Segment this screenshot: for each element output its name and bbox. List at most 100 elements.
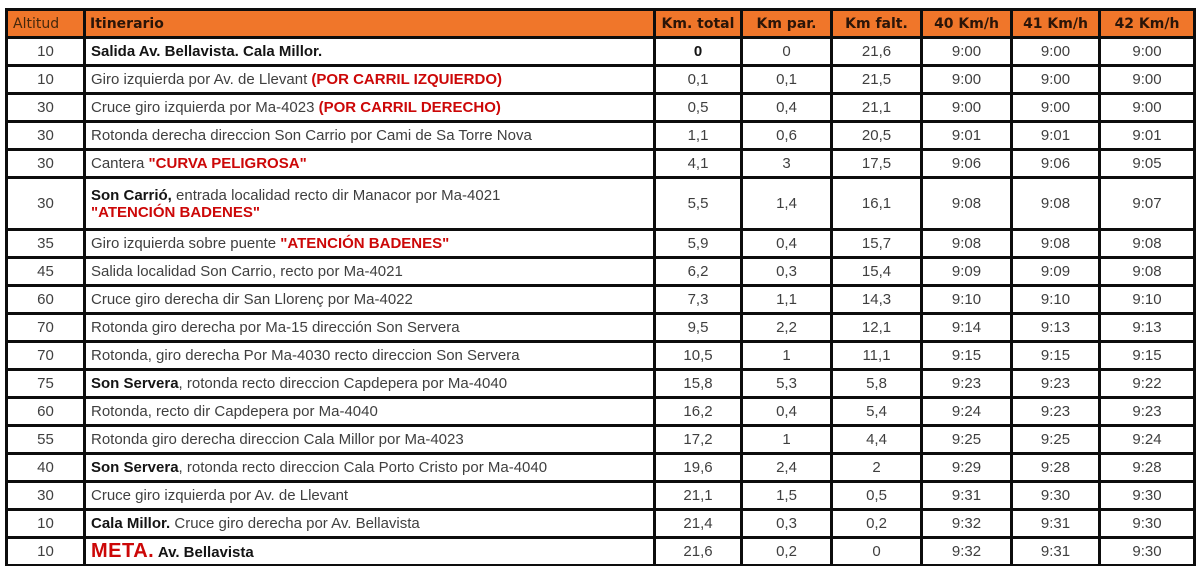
km-par-cell: 1: [740, 340, 833, 371]
time-41kmh-cell: 9:15: [1010, 340, 1101, 371]
km-total-cell: 17,2: [653, 424, 743, 455]
itinerario-segment: "ATENCIÓN BADENES": [91, 203, 260, 221]
time-40kmh-cell: 9:00: [920, 64, 1013, 95]
itinerario-segment: "CURVA PELIGROSA": [148, 155, 307, 172]
itinerario-cell: Salida localidad Son Carrio, recto por M…: [83, 256, 656, 287]
altitud-cell: 35: [5, 228, 86, 259]
km-total-cell: 15,8: [653, 368, 743, 399]
itinerario-cell: Rotonda giro derecha por Ma-15 dirección…: [83, 312, 656, 343]
km-falt-cell: 17,5: [830, 148, 923, 179]
km-par-cell: 0,3: [740, 508, 833, 539]
time-40kmh-cell: 9:23: [920, 368, 1013, 399]
time-41kmh-cell: 9:30: [1010, 480, 1101, 511]
km-falt-cell: 12,1: [830, 312, 923, 343]
km-falt-cell: 16,1: [830, 176, 923, 231]
time-41kmh-cell: 9:09: [1010, 256, 1101, 287]
altitud-cell: 30: [5, 120, 86, 151]
itinerario-cell: Rotonda giro derecha direccion Cala Mill…: [83, 424, 656, 455]
km-par-cell: 0,4: [740, 92, 833, 123]
km-falt-cell: 5,4: [830, 396, 923, 427]
itinerario-segment: (POR CARRIL IZQUIERDO): [311, 71, 502, 88]
altitud-cell: 30: [5, 92, 86, 123]
table-row: 10 Salida Av. Bellavista. Cala Millor. 0 0 2…: [5, 36, 1196, 67]
itinerario-segment: META.: [91, 540, 155, 563]
itinerario-segment: Cantera: [91, 155, 149, 172]
time-40kmh-cell: 9:10: [920, 284, 1013, 315]
time-40kmh-cell: 9:15: [920, 340, 1013, 371]
km-par-cell: 0: [740, 36, 833, 67]
km-total-cell: 0,5: [653, 92, 743, 123]
table-row: 30 Cantera "CURVA PELIGROSA" 4,1 3 17,5 9:06 9…: [5, 148, 1196, 179]
itinerario-cell: Cantera "CURVA PELIGROSA": [83, 148, 656, 179]
time-42kmh-cell: 9:13: [1098, 312, 1196, 343]
time-42kmh-cell: 9:05: [1098, 148, 1196, 179]
time-41kmh-cell: 9:31: [1010, 508, 1101, 539]
itinerario-cell: Salida Av. Bellavista. Cala Millor.: [83, 36, 656, 67]
itinerario-cell: Son Servera, rotonda recto direccion Cal…: [83, 452, 656, 483]
time-41kmh-cell: 9:00: [1010, 64, 1101, 95]
km-total-cell: 19,6: [653, 452, 743, 483]
table-header: Altitud Itinerario Km. total Km par. Km …: [5, 8, 1196, 39]
time-40kmh-cell: 9:08: [920, 176, 1013, 231]
time-42kmh-cell: 9:00: [1098, 92, 1196, 123]
time-42kmh-cell: 9:15: [1098, 340, 1196, 371]
table-row: 35 Giro izquierda sobre puente "ATENCIÓN …: [5, 228, 1196, 259]
time-40kmh-cell: 9:08: [920, 228, 1013, 259]
itinerario-segment: "ATENCIÓN BADENES": [280, 235, 450, 252]
altitud-cell: 10: [5, 64, 86, 95]
altitud-cell: 30: [5, 480, 86, 511]
km-par-cell: 0,3: [740, 256, 833, 287]
km-falt-cell: 0: [830, 536, 923, 566]
itinerario-cell: Rotonda, giro derecha Por Ma-4030 recto …: [83, 340, 656, 371]
km-falt-cell: 0,2: [830, 508, 923, 539]
altitud-cell: 60: [5, 396, 86, 427]
km-total-cell: 10,5: [653, 340, 743, 371]
itinerario-segment: Av. Bellavista: [154, 544, 254, 561]
time-40kmh-cell: 9:31: [920, 480, 1013, 511]
itinerario-segment: (POR CARRIL DERECHO): [318, 99, 501, 116]
altitud-cell: 10: [5, 508, 86, 539]
km-total-cell: 7,3: [653, 284, 743, 315]
km-falt-cell: 21,5: [830, 64, 923, 95]
table-row: 40 Son Servera, rotonda recto direccion C…: [5, 452, 1196, 483]
time-42kmh-cell: 9:08: [1098, 256, 1196, 287]
time-41kmh-cell: 9:08: [1010, 228, 1101, 259]
altitud-cell: 70: [5, 340, 86, 371]
km-total-cell: 0,1: [653, 64, 743, 95]
time-40kmh-cell: 9:09: [920, 256, 1013, 287]
km-total-cell: 21,1: [653, 480, 743, 511]
km-falt-cell: 15,4: [830, 256, 923, 287]
km-total-cell: 21,4: [653, 508, 743, 539]
altitud-cell: 75: [5, 368, 86, 399]
itinerario-cell: Cruce giro izquierda por Av. de Llevant: [83, 480, 656, 511]
table-row: 30 Son Carrió, entrada localidad recto di…: [5, 176, 1196, 231]
km-par-cell: 0,1: [740, 64, 833, 95]
km-total-cell: 9,5: [653, 312, 743, 343]
time-42kmh-cell: 9:00: [1098, 36, 1196, 67]
itinerario-segment: Cruce giro derecha por Av. Bellavista: [170, 515, 420, 532]
time-40kmh-cell: 9:29: [920, 452, 1013, 483]
km-par-cell: 2,2: [740, 312, 833, 343]
time-40kmh-cell: 9:06: [920, 148, 1013, 179]
table-row: 10 META. Av. Bellavista 21,6 0,2 0 9:32 9:31 9:…: [5, 536, 1196, 566]
itinerario-cell: Cruce giro izquierda por Ma-4023 (POR CA…: [83, 92, 656, 123]
table-row: 45 Salida localidad Son Carrio, recto por…: [5, 256, 1196, 287]
table-row: 60 Rotonda, recto dir Capdepera por Ma-40…: [5, 396, 1196, 427]
time-42kmh-cell: 9:00: [1098, 64, 1196, 95]
km-par-cell: 0,2: [740, 536, 833, 566]
altitud-cell: 40: [5, 452, 86, 483]
time-40kmh-cell: 9:00: [920, 36, 1013, 67]
itinerario-cell: Cala Millor. Cruce giro derecha por Av. …: [83, 508, 656, 539]
km-total-cell: 5,5: [653, 176, 743, 231]
itinerario-cell: Cruce giro derecha dir San Llorenç por M…: [83, 284, 656, 315]
time-42kmh-cell: 9:10: [1098, 284, 1196, 315]
itinerario-cell: Son Carrió, entrada localidad recto dir …: [83, 176, 656, 231]
km-par-cell: 1,1: [740, 284, 833, 315]
table-row: 70 Rotonda giro derecha por Ma-15 direcci…: [5, 312, 1196, 343]
time-42kmh-cell: 9:08: [1098, 228, 1196, 259]
table-body: 10 Salida Av. Bellavista. Cala Millor. 0 0 2…: [5, 36, 1196, 566]
time-41kmh-cell: 9:31: [1010, 536, 1101, 566]
itinerario-segment: Rotonda, recto dir Capdepera por Ma-4040: [91, 403, 378, 420]
time-40kmh-cell: 9:24: [920, 396, 1013, 427]
